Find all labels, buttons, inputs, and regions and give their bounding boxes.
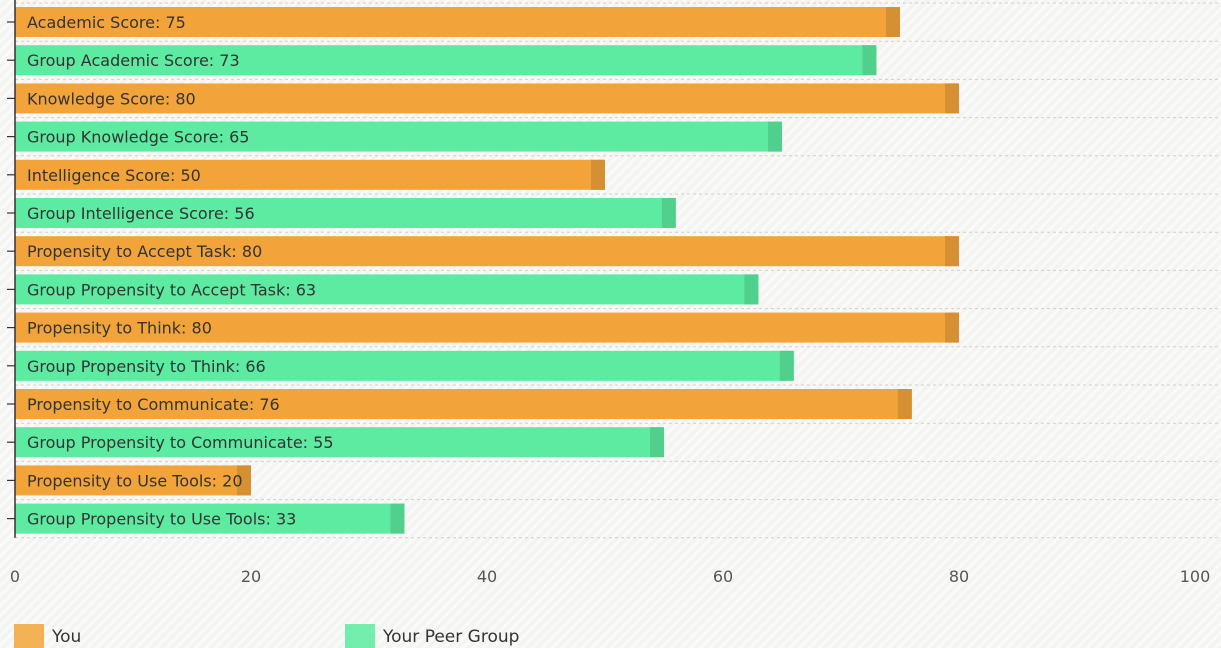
bar-label: Propensity to Accept Task: 80: [27, 242, 262, 261]
bar-label: Intelligence Score: 50: [27, 166, 201, 185]
bar-end-cap: [661, 198, 676, 228]
bar[interactable]: [15, 312, 959, 343]
x-tick-label: 60: [713, 567, 733, 586]
bar-end-cap: [768, 121, 782, 152]
bar-end-cap: [650, 427, 664, 458]
bar-label: Propensity to Think: 80: [27, 319, 212, 338]
bar[interactable]: [15, 198, 676, 228]
bar-end-cap: [897, 389, 912, 419]
bar-label: Group Propensity to Accept Task: 63: [27, 280, 316, 299]
bar-end-cap: [945, 312, 959, 343]
x-tick-label: 100: [1180, 567, 1211, 586]
bar[interactable]: [15, 465, 251, 496]
bar-label: Group Knowledge Score: 65: [27, 128, 249, 147]
bar[interactable]: [15, 236, 959, 267]
x-tick-label: 40: [477, 567, 497, 586]
bar-label: Knowledge Score: 80: [27, 89, 196, 108]
legend-swatch: [14, 624, 44, 648]
legend-label: You: [51, 627, 81, 647]
bar[interactable]: [15, 350, 794, 381]
x-tick-label: 80: [949, 567, 969, 586]
bar-end-cap: [945, 83, 959, 114]
bar-layer: Academic Score: 75 Group Academic Score: …: [15, 7, 959, 534]
bar[interactable]: [15, 159, 605, 190]
bar[interactable]: [15, 7, 900, 37]
bar-label: Propensity to Communicate: 76: [27, 395, 280, 414]
bar-label: Propensity to Use Tools: 20: [27, 471, 243, 490]
bar-end-cap: [779, 350, 794, 381]
bar[interactable]: [15, 503, 405, 534]
bar[interactable]: [15, 274, 759, 305]
bar[interactable]: [15, 427, 664, 458]
legend-label: Your Peer Group: [382, 627, 519, 647]
bar-end-cap: [237, 465, 251, 496]
axis-layer: 0 20 40 60 80 100: [7, 0, 1210, 586]
bar-label: Group Intelligence Score: 56: [27, 204, 255, 223]
bar-label: Academic Score: 75: [27, 13, 186, 32]
bar-end-cap: [862, 45, 877, 76]
x-tick-label: 0: [10, 567, 20, 586]
bar-label: Group Academic Score: 73: [27, 51, 240, 70]
bar-label: Group Propensity to Communicate: 55: [27, 433, 334, 452]
bar-end-cap: [945, 236, 959, 267]
bar-end-cap: [390, 503, 405, 534]
bar-end-cap: [591, 159, 605, 190]
bar-label: Group Propensity to Think: 66: [27, 357, 266, 376]
bar[interactable]: [15, 45, 877, 76]
bar-end-cap: [744, 274, 759, 305]
legend: You Your Peer Group: [14, 624, 519, 648]
bar[interactable]: [15, 121, 782, 152]
bar[interactable]: [15, 83, 959, 114]
legend-swatch: [345, 624, 375, 648]
x-tick-label: 20: [241, 567, 261, 586]
bar[interactable]: [15, 389, 912, 419]
bar-label: Group Propensity to Use Tools: 33: [27, 510, 296, 529]
bar-end-cap: [886, 7, 900, 37]
grid-layer: [15, 2, 1221, 539]
